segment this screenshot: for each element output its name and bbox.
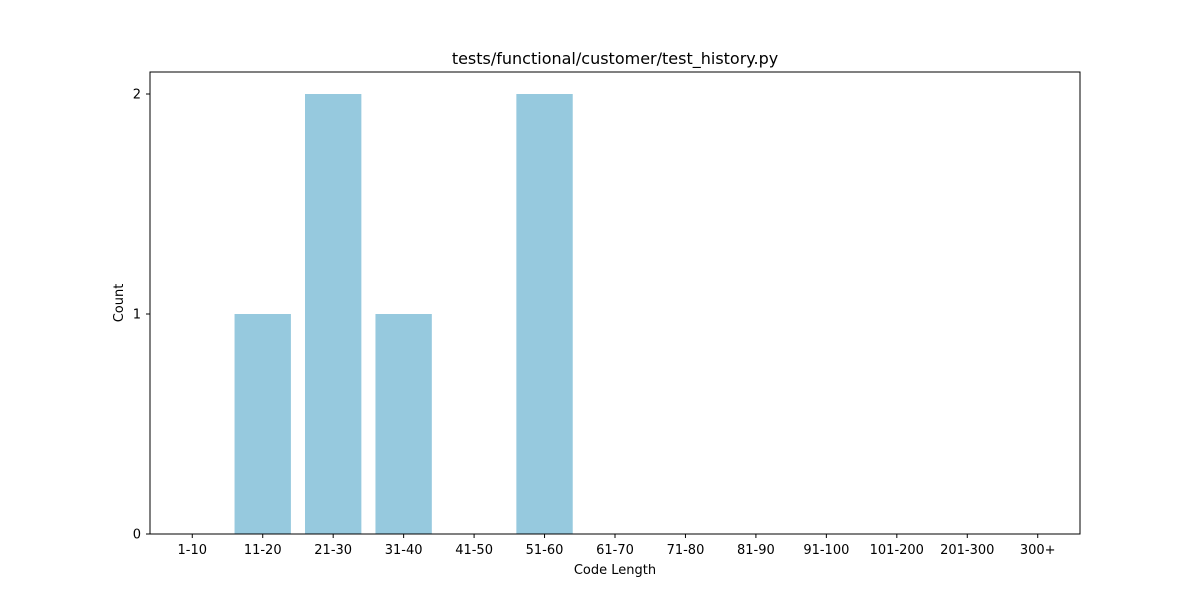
x-axis: 1-10 11-20 21-30 31-40 41-50 51-60 61-70 71-80 8…: [178, 534, 1056, 558]
x-tick-label: 31-40: [385, 543, 423, 558]
x-tick-label: 11-20: [244, 543, 282, 558]
x-tick-label: 71-80: [667, 543, 705, 558]
x-tick-label: 101-200: [870, 543, 924, 558]
bar-51-60: [516, 94, 573, 534]
x-tick-label: 91-100: [803, 543, 849, 558]
chart-title: tests/functional/customer/test_history.p…: [452, 49, 778, 69]
bar-11-20: [234, 314, 291, 534]
x-tick-label: 21-30: [314, 543, 352, 558]
x-axis-label: Code Length: [574, 563, 656, 578]
y-tick-label: 1: [133, 308, 141, 323]
x-tick-label: 41-50: [455, 543, 493, 558]
y-tick-label: 2: [133, 88, 141, 103]
y-tick-label: 0: [133, 528, 141, 543]
x-tick-label: 300+: [1020, 543, 1056, 558]
y-axis-label: Count: [112, 284, 127, 323]
bars-group: [234, 94, 573, 534]
x-tick-label: 1-10: [178, 543, 208, 558]
y-axis: 0 1 2: [133, 88, 150, 543]
x-tick-label: 81-90: [737, 543, 775, 558]
bar-21-30: [305, 94, 362, 534]
bar-31-40: [375, 314, 432, 534]
x-tick-label: 61-70: [596, 543, 634, 558]
x-tick-label: 51-60: [526, 543, 564, 558]
x-tick-label: 201-300: [940, 543, 994, 558]
